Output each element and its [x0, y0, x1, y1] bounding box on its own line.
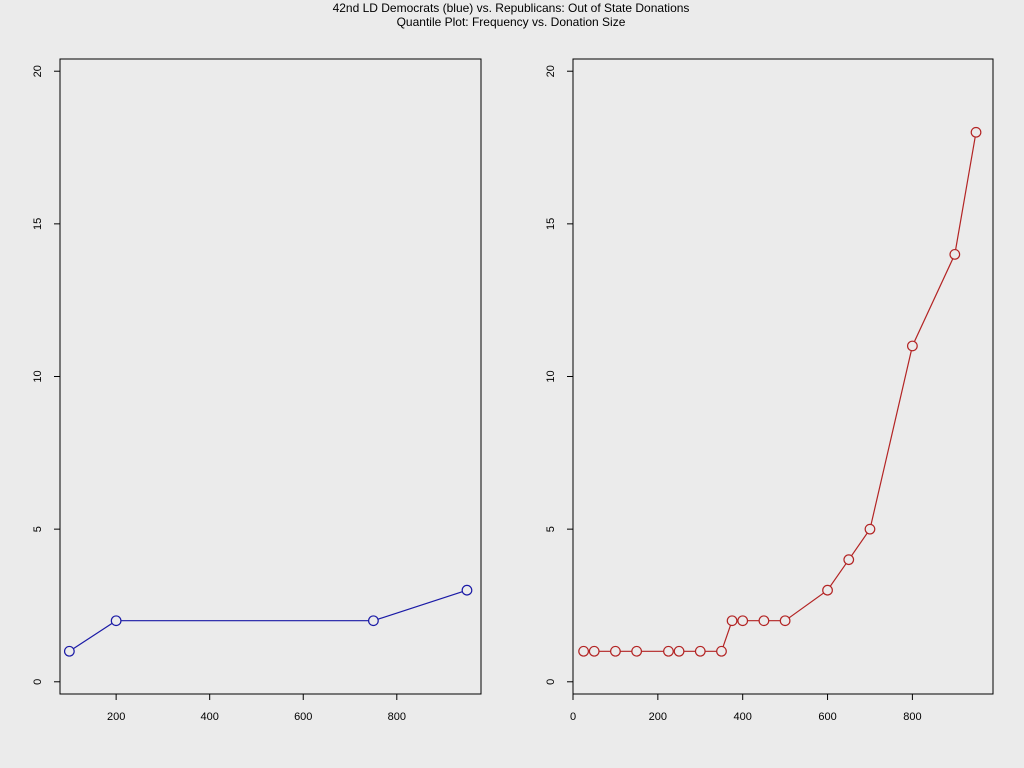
data-point: [663, 645, 674, 657]
data-point: [864, 523, 876, 535]
x-tick-label: 0: [570, 711, 576, 723]
y-tick-label: 10: [545, 370, 557, 382]
data-point: [906, 340, 918, 352]
y-tick-label: 0: [545, 679, 557, 685]
y-axis: 0 5 10 15 20: [32, 65, 60, 685]
plot-frame: [59, 58, 482, 695]
chart-subtitle: Quantile Plot: Frequency vs. Donation Si…: [397, 15, 626, 29]
data-point: [822, 584, 833, 596]
y-tick-label: 15: [545, 218, 557, 230]
data-point: [737, 615, 749, 627]
data-point: [610, 645, 621, 657]
y-tick-label: 0: [32, 679, 44, 685]
data-point: [970, 126, 982, 138]
y-tick-label: 20: [545, 65, 557, 77]
data-point: [368, 615, 379, 627]
data-point: [694, 645, 706, 657]
y-tick-label: 5: [545, 526, 557, 532]
data-point: [631, 645, 643, 657]
x-axis: 0 200 400 600 800: [570, 694, 922, 723]
x-tick-label: 600: [294, 711, 312, 723]
plot-panel-republicans: 0 200 400 600 800 0 5 10 15 20: [545, 58, 994, 723]
data-point: [588, 645, 600, 657]
data-point: [949, 248, 961, 260]
data-point: [779, 615, 791, 627]
x-tick-label: 800: [903, 711, 921, 723]
y-tick-label: 20: [32, 65, 44, 77]
y-tick-label: 5: [32, 526, 44, 532]
data-point: [843, 554, 855, 566]
series-line: [69, 589, 468, 652]
data-point: [716, 645, 727, 657]
y-tick-label: 15: [32, 218, 44, 230]
data-point: [110, 615, 122, 627]
y-tick-label: 10: [32, 370, 44, 382]
series-line: [583, 132, 977, 652]
plot-frame: [572, 58, 994, 695]
series-points: [63, 584, 473, 657]
data-point: [758, 615, 770, 627]
y-axis: 0 5 10 15 20: [545, 65, 573, 685]
plot-panel-democrats: 200 400 600 800 0 5 10 15 20: [32, 58, 482, 723]
x-tick-label: 400: [201, 711, 219, 723]
x-tick-label: 800: [388, 711, 406, 723]
x-tick-label: 200: [649, 711, 667, 723]
data-point: [63, 645, 75, 657]
x-tick-label: 400: [734, 711, 752, 723]
data-point: [726, 615, 738, 627]
chart-title: 42nd LD Democrats (blue) vs. Republicans…: [333, 1, 690, 15]
data-point: [461, 584, 473, 596]
x-tick-label: 200: [107, 711, 125, 723]
x-tick-label: 600: [818, 711, 836, 723]
series-points: [578, 126, 982, 657]
x-axis: 200 400 600 800: [107, 694, 406, 723]
data-point: [673, 645, 685, 657]
data-point: [578, 645, 590, 657]
